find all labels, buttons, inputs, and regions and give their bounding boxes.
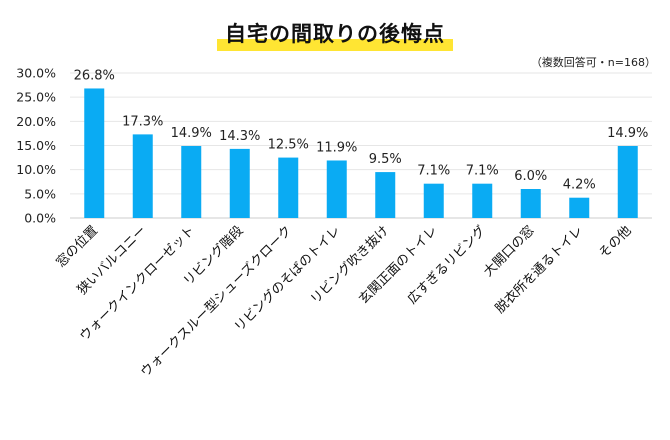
data-label: 9.5%	[369, 152, 402, 167]
data-label: 7.1%	[417, 164, 450, 179]
sample-note: （複数回答可・n=168）	[530, 56, 656, 69]
data-label: 14.9%	[171, 126, 212, 141]
bar	[569, 197, 590, 218]
data-label: 11.9%	[316, 140, 357, 155]
y-tick-label: 10.0%	[16, 162, 56, 177]
bar	[375, 172, 396, 218]
data-label: 12.5%	[268, 138, 309, 153]
data-label: 14.9%	[607, 126, 648, 141]
bar	[181, 145, 202, 218]
category-labels: 窓の位置狭いバルコニーウォークインクローゼットリビング階段ウォークスルー型シュー…	[53, 223, 635, 381]
bar	[520, 189, 541, 218]
data-label: 4.2%	[563, 178, 596, 193]
y-tick-label: 0.0%	[24, 211, 56, 226]
data-label: 26.8%	[74, 68, 115, 83]
y-tick-label: 30.0%	[16, 66, 56, 81]
bar	[472, 183, 493, 218]
category-label: 脱衣所を通るトイレ	[492, 223, 586, 317]
y-tick-label: 20.0%	[16, 114, 56, 129]
bar	[84, 88, 105, 218]
data-labels: 26.8% 17.3% 14.9% 14.3% 12.5% 11.9% 9.5% 7.1% 7.…	[74, 68, 649, 192]
bars	[84, 88, 638, 218]
category-label: その他	[596, 223, 634, 261]
bar	[423, 183, 444, 218]
y-axis-ticks: 0.0% 5.0% 10.0% 15.0% 20.0% 25.0% 30.0%	[16, 66, 56, 226]
gridlines	[70, 72, 652, 195]
y-tick-label: 5.0%	[24, 186, 56, 201]
bar	[326, 160, 347, 218]
data-label: 17.3%	[122, 114, 163, 129]
y-tick-label: 15.0%	[16, 138, 56, 153]
bar	[278, 157, 299, 218]
data-label: 14.3%	[219, 129, 260, 144]
data-label: 7.1%	[466, 164, 499, 179]
bar	[617, 145, 638, 218]
bar	[229, 148, 250, 218]
category-label: 窓の位置	[53, 223, 101, 271]
y-tick-label: 25.0%	[16, 90, 56, 105]
bar	[132, 134, 153, 218]
data-label: 6.0%	[514, 169, 547, 184]
